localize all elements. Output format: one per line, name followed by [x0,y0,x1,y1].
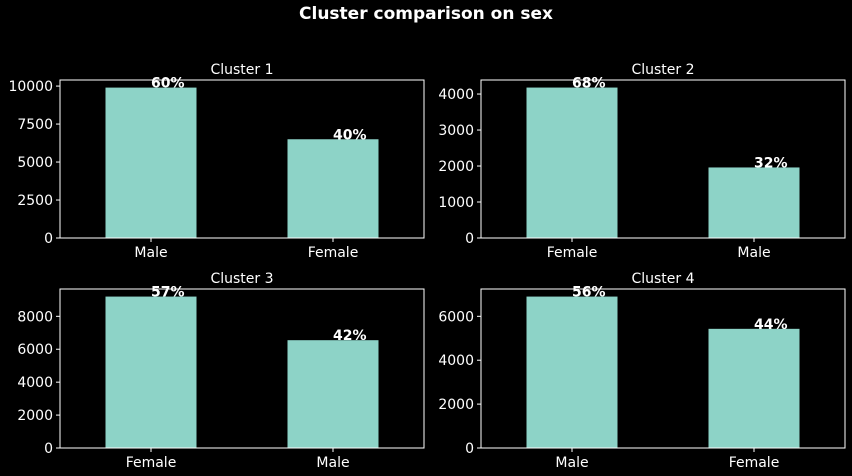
panel-title: Cluster 4 [631,271,694,287]
y-tick-label: 4000 [17,375,53,391]
y-tick-label: 3000 [438,123,474,139]
x-tick-label: Female [547,245,598,261]
chart-panel-1: Cluster 1 60% Male 40% Female 0 2500 5000 7500 10… [8,62,425,261]
bar [708,328,800,448]
chart-panel-4: Cluster 4 56% Male 44% Female 0 2000 4000 6000 [438,271,846,471]
y-tick-label: 5000 [17,155,53,171]
panel-title: Cluster 2 [631,62,694,78]
panel-title: Cluster 3 [210,271,273,287]
y-tick-label: 8000 [17,309,53,325]
figure-title: Cluster comparison on sex [299,4,553,24]
x-tick-label: Male [555,455,588,471]
bar [105,87,197,238]
y-tick-label: 4000 [438,87,474,103]
y-tick-label: 0 [465,441,474,457]
bar-value-label: 57% [151,285,185,301]
y-tick-label: 4000 [438,353,474,369]
x-tick-label: Male [316,455,349,471]
panel-title: Cluster 1 [210,62,273,78]
y-tick-label: 2000 [438,397,474,413]
x-tick-label: Female [729,455,780,471]
y-tick-label: 6000 [438,309,474,325]
x-tick-label: Female [308,245,359,261]
y-tick-label: 2000 [438,159,474,175]
bar [526,296,618,448]
y-tick-label: 0 [44,441,53,457]
y-tick-label: 1000 [438,195,474,211]
y-tick-label: 0 [44,231,53,247]
bar-value-label: 32% [754,155,788,171]
axes-frame [480,79,846,239]
axes-frame [59,79,425,239]
bar [287,340,379,448]
bar [287,139,379,238]
x-tick-label: Male [134,245,167,261]
y-tick-label: 10000 [8,79,53,95]
bar [105,296,197,448]
y-tick-label: 0 [465,231,474,247]
y-tick-label: 2000 [17,408,53,424]
chart-panel-2: Cluster 2 68% Female 32% Male 0 1000 2000 3000 40… [438,62,846,261]
bar-value-label: 42% [333,328,367,344]
y-tick-label: 6000 [17,342,53,358]
bar-value-label: 60% [151,76,185,92]
bar-value-label: 44% [754,317,788,333]
bar [708,167,800,238]
bar-value-label: 56% [572,285,606,301]
chart-panel-3: Cluster 3 57% Female 42% Male 0 2000 4000 6000 80… [17,271,425,471]
axes-frame [480,288,846,449]
bar-value-label: 68% [572,76,606,92]
x-tick-label: Male [737,245,770,261]
bar-value-label: 40% [333,127,367,143]
y-tick-label: 7500 [17,117,53,133]
x-tick-label: Female [126,455,177,471]
bar [526,87,618,238]
axes-frame [59,288,425,449]
y-tick-label: 2500 [17,193,53,209]
